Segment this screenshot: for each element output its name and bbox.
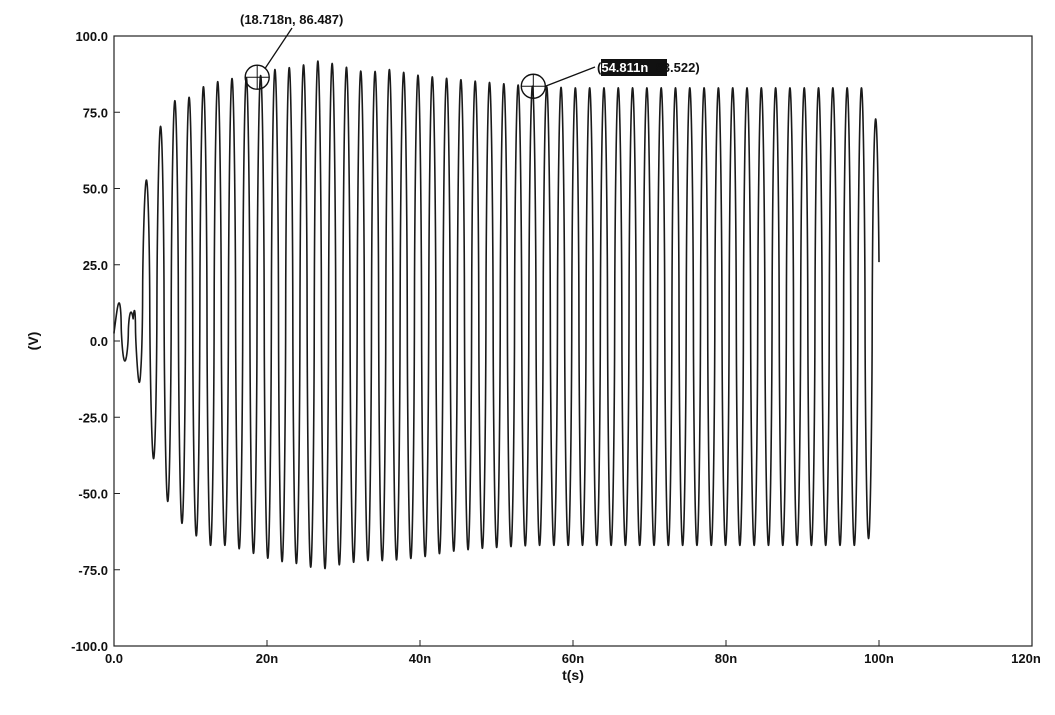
y-tick-label: -75.0 bbox=[78, 563, 108, 578]
marker-leader-line bbox=[264, 27, 293, 69]
y-tick-label: -50.0 bbox=[78, 487, 108, 502]
y-tick-label: -25.0 bbox=[78, 410, 108, 425]
y-tick-label: 50.0 bbox=[83, 182, 108, 197]
marker-label-highlight bbox=[601, 59, 667, 76]
x-tick-label: 100n bbox=[864, 651, 894, 666]
y-axis-title: (V) bbox=[25, 332, 41, 351]
x-tick-label: 40n bbox=[409, 651, 431, 666]
x-tick-label: 20n bbox=[256, 651, 278, 666]
y-tick-label: 25.0 bbox=[83, 258, 108, 273]
y-tick-label: 75.0 bbox=[83, 105, 108, 120]
x-tick-label: 60n bbox=[562, 651, 584, 666]
y-tick-label: -100.0 bbox=[71, 639, 108, 654]
marker-annotations: (18.718n, 86.487) (54.811n, 83.522) bbox=[240, 12, 700, 99]
x-axis-title: t(s) bbox=[562, 667, 584, 683]
marker-label: (54.811n, 83.522) bbox=[597, 60, 700, 75]
y-tick-label: 100.0 bbox=[75, 29, 108, 44]
marker-label: (18.718n, 86.487) bbox=[240, 12, 343, 27]
x-tick-label: 0.0 bbox=[105, 651, 123, 666]
y-tick-label: 0.0 bbox=[90, 334, 108, 349]
voltage-waveform-line bbox=[113, 60, 880, 570]
marker-leader-line bbox=[545, 66, 596, 87]
x-tick-label: 120n bbox=[1011, 651, 1041, 666]
y-axis-ticks: 100.0 75.0 50.0 25.0 0.0 -25.0 -50.0 -75.0 -100.… bbox=[71, 29, 120, 654]
marker-crosshair bbox=[521, 74, 546, 99]
x-axis-ticks: 0.0 20n 40n 60n 80n 100n 120n bbox=[105, 640, 1041, 666]
marker-crosshair bbox=[245, 65, 270, 90]
x-tick-label: 80n bbox=[715, 651, 737, 666]
